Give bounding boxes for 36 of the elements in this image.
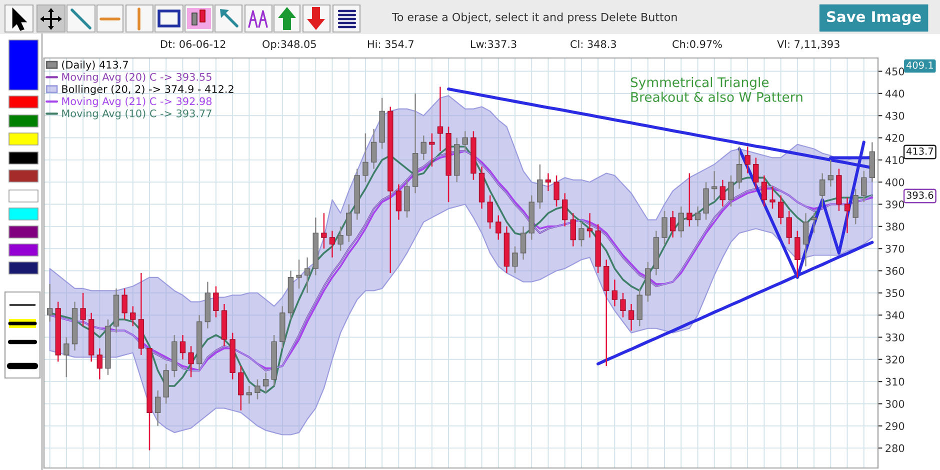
text: Lw:337.3 xyxy=(471,40,516,48)
y-tick-label: 290 xyxy=(886,422,904,430)
legend-label: Bollinger (20, 2) -> 374.9 - 412.2 xyxy=(62,84,234,96)
text: Dt: 06-06-12 xyxy=(161,40,226,48)
text: 409.1 xyxy=(906,61,933,69)
y-tick-label: 450 xyxy=(885,68,904,76)
y-tick-label: 350 xyxy=(886,289,904,298)
y-tick-label: 440 xyxy=(885,90,904,98)
y-tick-label: 380 xyxy=(886,222,904,231)
y-tick-label: 280 xyxy=(886,444,904,452)
text: Ch:0.97% xyxy=(672,40,722,48)
text: Cl: 348.3 xyxy=(570,40,616,48)
text: 393.6 xyxy=(906,191,934,199)
y-tick-label: 430 xyxy=(885,112,904,120)
y-tick-label: 420 xyxy=(885,134,904,142)
legend-label: Moving Avg (21) C -> 392.98 xyxy=(62,97,212,108)
y-tick-label: 390 xyxy=(886,200,904,208)
y-tick-label: 320 xyxy=(886,356,904,364)
y-tick-label: 410 xyxy=(885,156,904,164)
legend-label: Moving Avg (20) C -> 393.55 xyxy=(62,72,212,83)
text: To erase a Object, select it and press Delete Button xyxy=(392,12,677,24)
y-tick-label: 370 xyxy=(886,244,904,253)
y-tick-label: 360 xyxy=(886,266,904,275)
y-tick-label: 400 xyxy=(885,178,904,186)
annotation: Symmetrical Triangle Breakout & also W Pattern xyxy=(630,77,802,102)
legend-label: (Daily) 413.7 xyxy=(62,60,128,71)
y-tick-label: 330 xyxy=(886,333,904,342)
text: Save Image xyxy=(827,11,921,26)
y-tick-label: 300 xyxy=(886,400,904,408)
legend-label: Moving Avg (10) C -> 393.77 xyxy=(62,109,212,120)
y-tick-label: 310 xyxy=(886,378,904,386)
text: 413.7 xyxy=(906,147,933,155)
text: Op:348.05 xyxy=(262,40,316,50)
text: Vl: 7,11,393 xyxy=(777,40,840,50)
text: Hi: 354.7 xyxy=(368,40,414,48)
y-tick-label: 340 xyxy=(886,311,904,320)
